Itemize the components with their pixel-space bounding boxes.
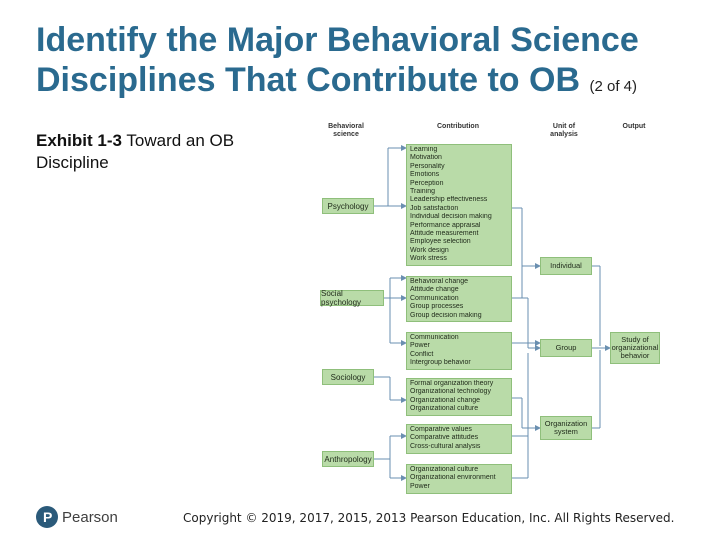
discipline-psychology: Psychology [322,198,374,214]
contribution-item: Attitude change [410,286,459,294]
contribution-item: Work stress [410,255,447,263]
discipline-sociology: Sociology [322,369,374,385]
contribution-item: Motivation [410,154,442,162]
output-study-of-ob: Study of organizational behavior [610,332,660,364]
unit-organization-system: Organization system [540,416,592,440]
contribution-item: Comparative attitudes [410,434,479,442]
pearson-wordmark: Pearson [62,509,118,526]
unit-individual: Individual [540,257,592,275]
contribution-item: Organizational technology [410,388,491,396]
contribution-item: Communication [410,334,459,341]
slide-title: Identify the Major Behavioral Science Di… [36,20,706,107]
contribution-item: Organizational change [410,396,481,404]
slide-title-main: Identify the Major Behavioral Science Di… [36,21,639,99]
contribution-group-sociology: Formal organization theory Organizationa… [406,378,512,416]
header-output: Output [622,123,646,130]
contribution-item: Power [410,482,430,490]
connector-arrows [374,145,611,481]
ob-discipline-diagram: Behavioral science Contribution Unit of … [318,118,670,502]
contribution-item: Intergroup behavior [410,359,471,367]
contribution-item: Organizational culture [410,405,479,413]
contribution-group-psychology: Learning Motivation Personality Emotions… [406,144,512,266]
slide-title-sub: (2 of 4) [589,78,638,95]
contribution-item: Training [410,188,436,196]
contribution-item: Communication [410,294,459,302]
contribution-item: Learning [410,146,438,153]
discipline-anthropology: Anthropology [322,451,374,467]
contribution-item: Comparative values [410,426,472,433]
contribution-group-anthropology-1: Comparative values Comparative attitudes… [406,424,512,454]
contribution-item: Performance appraisal [410,221,481,229]
contribution-item: Personality [410,162,445,170]
contribution-item: Emotions [410,171,440,179]
discipline-social-psychology: Social psychology [320,289,384,307]
header-contribution: Contribution [437,123,479,130]
exhibit-text: Toward an OB Discipline [36,131,235,172]
contribution-item: Group decision making [410,311,482,319]
contribution-item: Cross-cultural analysis [410,442,481,450]
contribution-item: Organizational environment [410,474,496,482]
contribution-group-social-1: Behavioral change Attitude change Commun… [406,276,512,322]
contribution-item: Conflict [410,350,434,358]
header-behavioral-science: Behavioral science [328,123,364,138]
contribution-item: Job satisfaction [410,204,459,212]
copyright-notice: Copyright © 2019, 2017, 2015, 2013 Pears… [183,511,675,525]
contribution-item: Work design [410,246,449,254]
contribution-item: Organizational culture [410,466,479,473]
contribution-item: Individual decision making [410,213,492,221]
exhibit-number: Exhibit 1-3 [36,131,122,150]
contribution-item: Attitude measurement [410,230,479,238]
contribution-item: Behavioral change [410,278,468,285]
svg-text:P: P [43,509,52,525]
contribution-group-social-2: Communication Power Conflict Intergroup … [406,332,512,370]
unit-group: Group [540,339,592,357]
contribution-item: Formal organization theory [410,380,494,387]
contribution-item: Employee selection [410,238,471,246]
contribution-item: Group processes [410,303,464,311]
exhibit-caption: Exhibit 1-3 Toward an OB Discipline [36,130,276,174]
contribution-item: Perception [410,179,444,187]
contribution-group-anthropology-2: Organizational culture Organizational en… [406,464,512,494]
header-unit-of-analysis: Unit of analysis [550,123,578,138]
pearson-p-icon: P [36,506,58,528]
contribution-item: Leadership effectiveness [410,196,488,204]
pearson-logo: P Pearson [36,506,118,530]
contribution-item: Power [410,342,430,350]
